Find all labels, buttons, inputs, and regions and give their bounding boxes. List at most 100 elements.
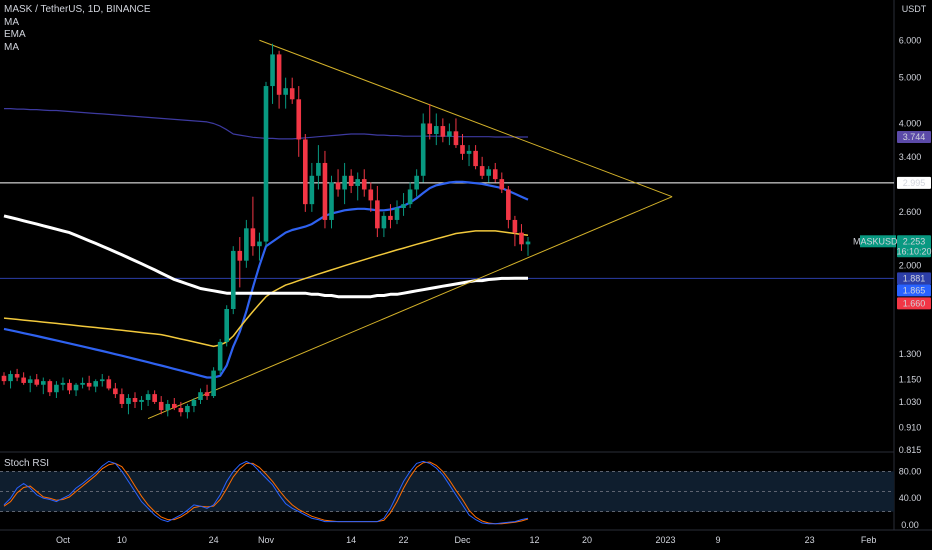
candle (486, 166, 491, 183)
candle (361, 169, 367, 197)
candle-body (355, 179, 360, 186)
candle-body (132, 397, 138, 402)
candle (460, 134, 465, 160)
price-tick-label: 5.000 (899, 73, 922, 83)
candle-body (224, 308, 229, 342)
candle (93, 379, 98, 393)
indicator-ema[interactable]: EMA (4, 29, 26, 40)
indicator-ma-2[interactable]: MA (4, 41, 19, 53)
candle (434, 113, 439, 146)
price-pane (0, 0, 932, 531)
candle (132, 392, 138, 409)
candle (427, 103, 433, 140)
chart-legend: MASK / TetherUS, 1D, BINANCE MA EMA MA (4, 4, 151, 54)
candle-body (93, 381, 98, 387)
candle-body (47, 381, 53, 393)
candle (67, 379, 72, 395)
stoch-rsi-k-line (3, 460, 529, 525)
candle-body (447, 131, 452, 137)
candle-body (172, 403, 177, 409)
candle-body (361, 179, 367, 190)
time-tick-label: 12 (530, 535, 540, 545)
candle (499, 172, 505, 194)
time-tick-label: 22 (399, 535, 409, 545)
candle-body (322, 162, 328, 220)
candle-body (276, 54, 282, 95)
time-tick-label: Nov (258, 535, 275, 545)
time-tick-label: 20 (582, 535, 592, 545)
candle-body (178, 408, 184, 413)
candle-body (185, 405, 190, 413)
candle-body (21, 377, 26, 383)
candle (217, 338, 223, 375)
candle (263, 81, 269, 247)
price-badge-value: 1.881 (903, 273, 926, 283)
price-badge (897, 131, 931, 144)
candle-body (479, 166, 485, 176)
candle-body (414, 175, 419, 190)
price-tick-label: 4.000 (899, 118, 922, 128)
candle (466, 145, 472, 167)
candle (80, 377, 85, 389)
candle (375, 185, 380, 238)
time-tick-label: Feb (861, 535, 877, 545)
candle (54, 381, 59, 398)
currency-label: USDT (902, 4, 927, 14)
candle (41, 377, 46, 395)
candle (145, 390, 151, 406)
countdown-label: 16:10:20 (896, 246, 931, 256)
price-badge (897, 297, 931, 310)
time-tick-label: 14 (346, 535, 356, 545)
candle (27, 375, 33, 393)
candle (211, 367, 216, 398)
rsi-tick-label: 40.00 (899, 493, 922, 503)
candle (152, 390, 157, 404)
candle-body (368, 189, 374, 201)
candle (368, 182, 374, 212)
candle (322, 150, 328, 229)
candle (126, 394, 131, 415)
candle (119, 388, 125, 409)
candle-body (499, 179, 505, 190)
candle (257, 232, 262, 261)
candle-body (283, 88, 288, 95)
candle (414, 169, 419, 197)
candle-body (440, 126, 446, 137)
indicator-ma-1[interactable]: MA (4, 16, 19, 28)
price-tick-label: 2.600 (899, 207, 922, 217)
candle-body (460, 145, 465, 154)
stoch-rsi-pane: 80.00 40.00 0.00 (0, 460, 922, 530)
price-badge (897, 284, 931, 297)
ma_yellow-line (3, 230, 529, 348)
symbol-title[interactable]: MASK / TetherUS, 1D, BINANCE (4, 4, 151, 15)
price-tick-label: 0.815 (899, 445, 922, 455)
candle-body (198, 392, 203, 400)
candle (1, 372, 7, 385)
candle (289, 77, 295, 104)
candle-body (473, 150, 478, 167)
candle-body (244, 228, 249, 261)
time-axis: Oct 10 24 Nov 14 22 Dec 12 20 2023 9 23 Feb (56, 535, 876, 545)
candle-body (434, 126, 439, 135)
stoch-rsi-title[interactable]: Stoch RSI (4, 458, 50, 469)
candle-body (1, 375, 7, 382)
candle (309, 162, 315, 212)
candle (335, 169, 341, 197)
price-tick-label: 2.000 (899, 261, 922, 271)
candle (106, 375, 112, 391)
candle-body (420, 123, 426, 176)
price-tick-label: 6.000 (899, 35, 922, 45)
price-badge (897, 235, 931, 258)
candle-body (492, 169, 498, 180)
candle (191, 397, 197, 413)
candle-body (263, 86, 269, 242)
candle (34, 374, 40, 387)
candle-body (237, 250, 243, 261)
candle-body (60, 382, 66, 385)
candle (492, 162, 498, 183)
candle (440, 118, 446, 143)
candle (113, 382, 118, 398)
time-tick-label: Oct (56, 535, 71, 545)
candle (283, 77, 288, 109)
